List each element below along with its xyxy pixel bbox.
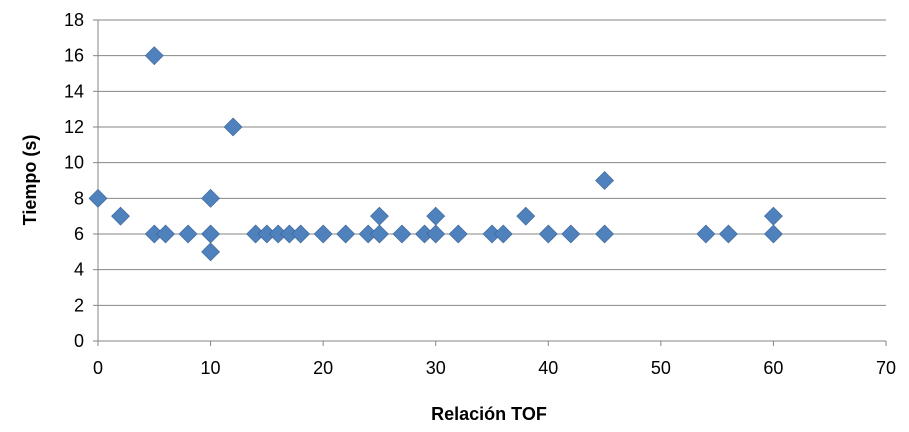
data-point bbox=[370, 224, 389, 244]
data-point bbox=[696, 224, 716, 244]
y-tick-label: 12 bbox=[64, 117, 84, 137]
y-tick-label: 18 bbox=[64, 10, 84, 30]
data-point bbox=[370, 206, 389, 226]
data-point bbox=[426, 224, 446, 244]
y-tick-label: 16 bbox=[64, 46, 84, 66]
data-point bbox=[561, 224, 581, 244]
axes bbox=[93, 19, 887, 346]
x-tick-label: 10 bbox=[201, 358, 221, 378]
data-point bbox=[336, 224, 356, 244]
x-tick-label: 60 bbox=[763, 358, 783, 378]
data-point bbox=[223, 117, 243, 137]
data-point bbox=[718, 224, 738, 244]
data-point bbox=[516, 206, 536, 226]
data-point bbox=[392, 224, 412, 244]
data-point bbox=[493, 224, 513, 244]
data-point bbox=[538, 224, 558, 244]
data-point bbox=[595, 224, 614, 244]
data-point bbox=[313, 224, 333, 244]
x-tick-label: 0 bbox=[93, 358, 103, 378]
x-tick-label: 30 bbox=[426, 358, 446, 378]
y-tick-label: 0 bbox=[74, 331, 84, 351]
data-point bbox=[201, 224, 220, 244]
tick-labels: 0 2 4 6 8 10 12 14 16 18 0 10 20 30 40 50 60 70 bbox=[64, 10, 896, 378]
x-tick-label: 70 bbox=[876, 358, 896, 378]
data-point bbox=[201, 242, 220, 262]
y-axis-title: Tiempo (s) bbox=[20, 135, 40, 226]
data-point bbox=[111, 206, 130, 226]
x-tick-label: 50 bbox=[651, 358, 671, 378]
data-point bbox=[201, 188, 220, 208]
data-point bbox=[291, 224, 311, 244]
data-point bbox=[156, 224, 175, 244]
y-tick-label: 2 bbox=[74, 295, 84, 315]
data-point bbox=[144, 46, 164, 66]
x-tick-label: 20 bbox=[313, 358, 333, 378]
data-point bbox=[764, 224, 783, 244]
y-tick-label: 14 bbox=[64, 81, 84, 101]
x-axis-title: Relación TOF bbox=[431, 404, 547, 424]
y-tick-label: 10 bbox=[64, 153, 84, 173]
data-point bbox=[178, 224, 198, 244]
gridlines bbox=[98, 19, 886, 306]
y-tick-label: 4 bbox=[74, 260, 84, 280]
data-point bbox=[764, 206, 783, 226]
data-point bbox=[88, 188, 108, 208]
data-point bbox=[426, 206, 446, 226]
y-tick-label: 8 bbox=[74, 188, 84, 208]
data-point bbox=[448, 224, 468, 244]
x-tick-label: 40 bbox=[538, 358, 558, 378]
y-tick-label: 6 bbox=[74, 224, 84, 244]
data-points bbox=[88, 46, 783, 262]
data-point bbox=[595, 171, 614, 190]
